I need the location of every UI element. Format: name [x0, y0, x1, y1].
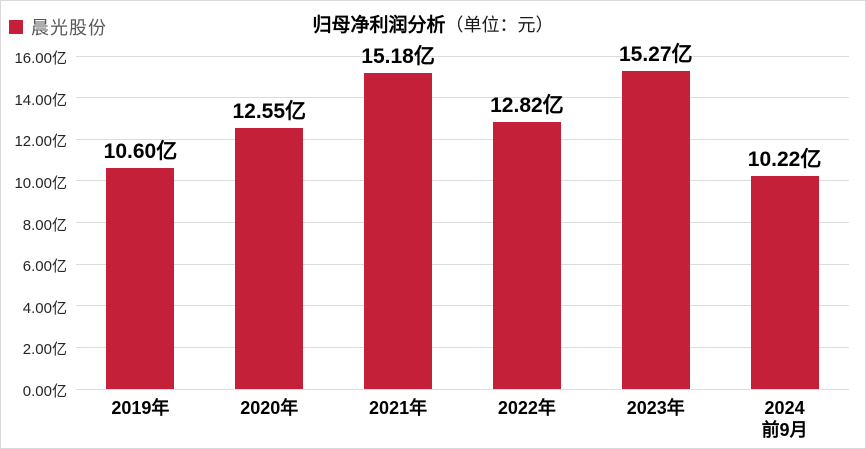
y-axis-tick-label: 12.00亿: [14, 133, 67, 151]
y-axis-tick-label: 16.00亿: [14, 50, 67, 67]
legend-swatch-icon: [9, 20, 23, 34]
chart-title: 归母净利润分析（单位：元）: [1, 10, 865, 37]
chart-title-main: 归母净利润分析: [312, 15, 446, 36]
gridline: [76, 388, 849, 390]
plot-area: 10.60亿 2019年 12.55亿 2020年 15.18亿 2021年 12.82亿 2…: [76, 43, 849, 440]
bar: [364, 73, 433, 389]
bar-value-label: 10.22亿: [747, 148, 822, 172]
gridline: [76, 222, 849, 223]
gridline: [76, 97, 849, 99]
bar: [750, 176, 819, 389]
x-axis-label: 2022年: [497, 398, 556, 418]
gridline: [76, 263, 849, 265]
bar: [492, 122, 561, 389]
bar-value-label: 15.27亿: [618, 43, 693, 67]
chart-legend: 晨光股份: [9, 14, 107, 40]
bar-value-label: 15.18亿: [361, 45, 435, 69]
y-axis-tick-label: 8.00亿: [22, 216, 67, 234]
y-axis-tick-label: 4.00亿: [22, 299, 67, 317]
bar-value-label: 12.55亿: [232, 99, 307, 123]
gridline: [76, 55, 849, 57]
bar-value-label: 12.82亿: [490, 94, 564, 118]
gridline: [76, 180, 849, 182]
y-axis-tick-label: 6.00亿: [22, 258, 67, 276]
x-axis-label: 2021年: [369, 398, 428, 418]
gridline: [76, 138, 849, 140]
x-axis-label: 2024 前9月: [761, 398, 808, 440]
gridline: [76, 346, 849, 348]
x-axis-label: 2020年: [240, 398, 299, 418]
y-axis-tick-label: 0.00亿: [22, 383, 67, 400]
legend-series-label: 晨光股份: [31, 18, 107, 38]
y-axis-tick-label: 2.00亿: [22, 341, 67, 359]
x-axis-label: 2019年: [111, 398, 170, 418]
bar: [621, 71, 690, 389]
bar: [235, 127, 304, 389]
chart-title-unit: （单位：元）: [445, 15, 554, 35]
x-axis-label: 2023年: [626, 398, 685, 418]
bar: [106, 168, 175, 389]
y-axis-tick-label: 14.00亿: [14, 91, 67, 109]
bar-value-label: 10.60亿: [103, 140, 178, 164]
y-axis-tick-label: 10.00亿: [14, 174, 67, 192]
gridline: [76, 305, 849, 307]
